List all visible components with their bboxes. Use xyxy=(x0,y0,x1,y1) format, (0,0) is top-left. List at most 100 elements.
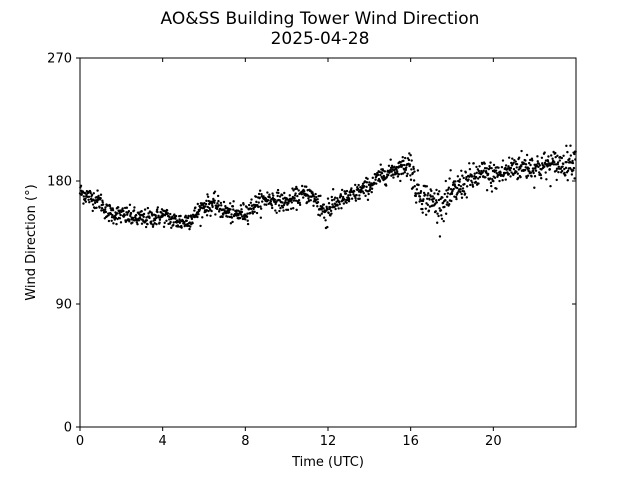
data-point xyxy=(221,215,224,219)
data-point xyxy=(425,185,429,188)
data-point xyxy=(564,166,568,170)
data-point xyxy=(362,185,366,188)
data-point xyxy=(404,168,408,172)
data-point xyxy=(347,194,350,197)
data-point xyxy=(482,169,485,172)
data-point xyxy=(142,212,146,216)
data-point xyxy=(289,207,293,210)
data-point xyxy=(322,207,325,210)
data-point xyxy=(461,174,464,177)
data-point xyxy=(456,175,460,178)
data-point xyxy=(244,218,247,221)
data-point xyxy=(224,204,227,208)
data-point xyxy=(350,197,354,200)
data-point xyxy=(281,201,284,204)
data-point xyxy=(155,222,158,226)
data-point xyxy=(162,225,166,229)
data-point xyxy=(152,223,155,226)
data-point xyxy=(472,162,475,165)
data-point xyxy=(371,176,374,180)
data-point xyxy=(276,194,279,198)
data-point xyxy=(190,217,194,221)
data-point xyxy=(295,208,298,212)
data-point xyxy=(217,199,220,203)
data-point xyxy=(119,213,122,217)
data-point xyxy=(197,212,200,216)
data-point xyxy=(387,173,390,177)
data-point xyxy=(396,170,399,173)
data-point xyxy=(495,172,498,175)
data-point xyxy=(557,165,560,168)
data-point xyxy=(524,163,528,166)
data-point xyxy=(80,193,83,196)
data-point xyxy=(326,225,329,229)
data-point xyxy=(540,156,544,159)
data-point xyxy=(469,183,472,187)
data-point xyxy=(228,202,232,205)
data-point xyxy=(367,192,370,196)
data-point xyxy=(286,208,290,212)
data-point xyxy=(210,209,213,213)
data-point xyxy=(512,167,516,171)
data-point xyxy=(478,175,482,179)
data-point xyxy=(555,167,559,170)
data-point xyxy=(566,169,570,172)
data-point xyxy=(218,207,222,211)
data-point xyxy=(572,166,576,170)
data-point xyxy=(216,202,219,205)
data-point xyxy=(465,175,468,179)
data-point xyxy=(107,219,111,223)
data-point xyxy=(172,221,175,224)
data-point xyxy=(408,152,411,155)
data-point xyxy=(523,168,527,172)
data-point xyxy=(84,200,88,203)
data-point xyxy=(515,162,519,166)
data-point xyxy=(253,205,257,209)
y-tick-label: 0 xyxy=(64,421,72,436)
data-point xyxy=(146,222,149,226)
data-point xyxy=(142,215,145,219)
data-point xyxy=(447,186,451,189)
data-point xyxy=(457,183,461,187)
data-point xyxy=(206,205,209,209)
data-point xyxy=(402,163,406,167)
data-point xyxy=(389,166,393,170)
data-point xyxy=(169,220,172,224)
data-point xyxy=(389,168,392,172)
data-point xyxy=(512,161,515,165)
data-point xyxy=(468,167,472,171)
data-point xyxy=(87,198,90,202)
data-point xyxy=(399,179,402,183)
data-point xyxy=(316,205,319,208)
data-point xyxy=(260,192,263,196)
data-point xyxy=(503,171,507,175)
data-point xyxy=(334,196,337,199)
data-point xyxy=(194,206,197,209)
data-point xyxy=(529,163,532,167)
data-point xyxy=(408,163,412,166)
data-point xyxy=(516,176,520,180)
data-point xyxy=(460,169,463,172)
data-point xyxy=(401,156,404,159)
data-point xyxy=(198,208,202,211)
data-point xyxy=(509,169,512,172)
data-point xyxy=(172,223,175,227)
data-point xyxy=(515,170,518,173)
data-point xyxy=(92,192,95,195)
data-point xyxy=(272,194,275,197)
data-point xyxy=(540,177,543,180)
data-point xyxy=(490,184,493,188)
data-point xyxy=(463,192,467,195)
data-point xyxy=(90,193,94,197)
data-point xyxy=(313,195,316,198)
data-point xyxy=(397,173,401,176)
data-point xyxy=(432,197,436,200)
data-point xyxy=(82,202,85,205)
data-point xyxy=(134,213,138,217)
data-point xyxy=(463,182,466,186)
data-point xyxy=(274,209,277,212)
data-point xyxy=(232,208,235,211)
data-point xyxy=(501,159,505,162)
data-point xyxy=(215,207,219,211)
data-point xyxy=(554,155,557,159)
